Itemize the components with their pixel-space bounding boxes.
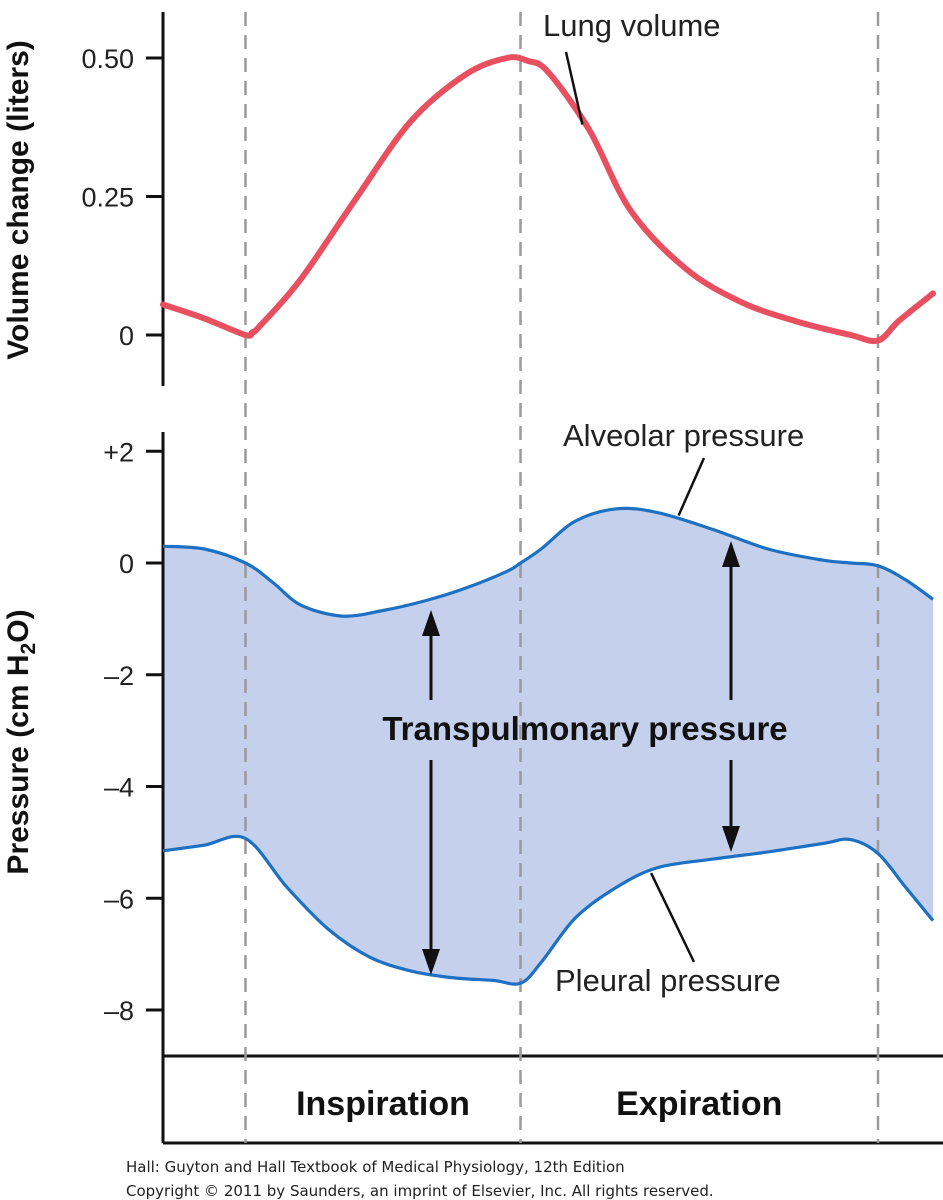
alveolar-pressure-line	[162, 506, 934, 618]
volume-tick-label: 0.50	[81, 44, 134, 74]
pressure-axis-title: Pressure (cm H2O)	[2, 609, 40, 874]
pleural-pressure-line	[162, 834, 935, 986]
arrow-head	[722, 826, 740, 852]
lung-volume-leader-line	[564, 51, 584, 125]
pressure-tick-label: –2	[104, 661, 134, 691]
pressure-axis-title-main: Pressure (cm H	[2, 654, 35, 874]
pressure-tick-label: 0	[119, 549, 134, 579]
pleural-pressure-annotation: Pleural pressure	[555, 963, 781, 998]
pressure-tick-label: –4	[104, 773, 134, 803]
alveolar-pressure-leader-line	[677, 457, 706, 517]
pressure-axis-title-subscript: 2	[17, 643, 40, 655]
lung-volume-line	[160, 54, 936, 345]
lung-volume-annotation: Lung volume	[543, 8, 721, 43]
transpulmonary-arrows	[422, 541, 740, 975]
pressure-ticks: +2 0 –2 –4 –6 –8	[103, 437, 163, 1026]
phase-label-inspiration: Inspiration	[296, 1085, 470, 1123]
volume-axis-title: Volume change (liters)	[2, 40, 35, 360]
alveolar-pressure-annotation: Alveolar pressure	[563, 418, 804, 453]
arrow-head	[422, 949, 440, 975]
credit-line-1: Hall: Guyton and Hall Textbook of Medica…	[126, 1158, 625, 1176]
pressure-tick-label: +2	[103, 437, 134, 467]
transpulmonary-fill-area	[163, 508, 933, 985]
pressure-axis-title-end: O)	[2, 609, 35, 642]
transpulmonary-pressure-annotation: Transpulmonary pressure	[382, 710, 787, 747]
pressure-tick-label: –8	[104, 996, 134, 1026]
volume-tick-label: 0	[119, 321, 134, 351]
volume-tick-label: 0.25	[81, 183, 134, 213]
volume-ticks: 0.50 0.25 0	[81, 44, 163, 351]
arrow-head	[722, 541, 740, 567]
pressure-tick-label: –6	[104, 884, 134, 914]
phase-dividers	[244, 12, 880, 1143]
credit-line-2: Copyright © 2011 by Saunders, an imprint…	[126, 1182, 714, 1200]
phase-label-expiration: Expiration	[616, 1085, 782, 1123]
arrow-head	[422, 610, 440, 636]
pleural-pressure-leader-line	[649, 872, 696, 963]
